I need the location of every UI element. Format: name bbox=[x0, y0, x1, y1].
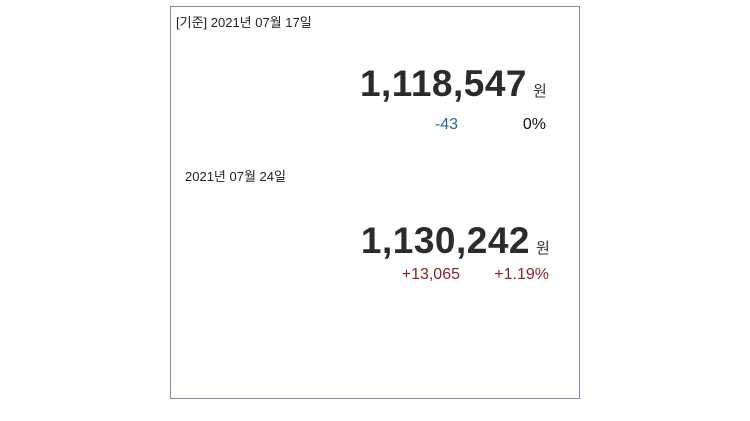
current-unit: 원 bbox=[536, 240, 550, 257]
reference-date: [기준] 2021년 07월 17일 bbox=[176, 15, 312, 30]
current-change-rate: +1.19% bbox=[494, 266, 549, 283]
reference-amount: 1,118,547 bbox=[359, 63, 527, 104]
reference-change: -43 bbox=[434, 116, 458, 133]
reference-change-rate: 0% bbox=[522, 116, 546, 133]
reference-unit: 원 bbox=[533, 83, 547, 100]
summary-card: [기준] 2021년 07월 17일 1,118,547 원 -43 0% 20… bbox=[170, 6, 580, 399]
current-amount: 1,130,242 bbox=[360, 220, 530, 261]
current-date: 2021년 07월 24일 bbox=[185, 169, 286, 184]
current-change: +13,065 bbox=[401, 266, 460, 283]
